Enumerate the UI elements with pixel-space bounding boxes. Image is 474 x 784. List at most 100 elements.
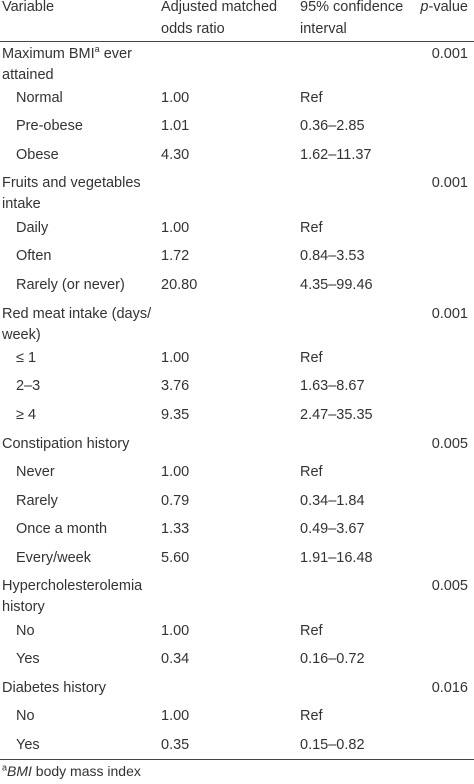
row-ci: 1.91–16.48: [300, 550, 373, 566]
row-label-sup: a: [94, 44, 100, 55]
row-ci: 1.63–8.67: [300, 378, 365, 394]
row-odds-ratio: 1.33: [161, 521, 190, 537]
row-label: No: [16, 621, 166, 642]
row-label: Rarely (or never): [16, 275, 166, 296]
row-p-value: 0.001: [431, 306, 468, 322]
row-label-text: Rarely: [16, 493, 58, 509]
row-label-text: Yes: [16, 737, 40, 753]
footnote-text: body mass index: [31, 763, 141, 779]
row-odds-ratio: 1.00: [161, 708, 190, 724]
row-ci: Ref: [300, 623, 323, 639]
row-odds-ratio: 4.30: [161, 147, 190, 163]
row-label-text: No: [16, 708, 35, 724]
row-label: 2–3: [16, 376, 166, 397]
row-label-text: Every/week: [16, 550, 91, 566]
row-label-text: Yes: [16, 651, 40, 667]
row-label: Obese: [16, 145, 166, 166]
row-label-text: Obese: [16, 147, 59, 163]
row-label: Yes: [16, 735, 166, 756]
row-ci: Ref: [300, 464, 323, 480]
header-p-italic: p: [420, 0, 429, 15]
row-label: Rarely: [16, 491, 166, 512]
row-label-text: Diabetes history: [2, 680, 106, 696]
row-odds-ratio: 0.35: [161, 737, 190, 753]
row-odds-ratio: 20.80: [161, 277, 198, 293]
row-label: Yes: [16, 649, 166, 670]
row-odds-ratio: 0.34: [161, 651, 190, 667]
row-odds-ratio: 1.72: [161, 248, 190, 264]
row-odds-ratio: 0.79: [161, 493, 190, 509]
row-ci: 0.16–0.72: [300, 651, 365, 667]
row-label: Red meat intake (days/ week): [2, 304, 152, 346]
row-p-value: 0.001: [431, 175, 468, 191]
row-ci: 1.62–11.37: [300, 147, 372, 163]
bottom-rule: [0, 759, 474, 760]
row-label: Often: [16, 246, 166, 267]
header-ci: 95% confidence interval: [300, 0, 404, 37]
header-variable: Variable: [2, 0, 55, 15]
row-ci: Ref: [300, 350, 323, 366]
row-odds-ratio: 1.01: [161, 118, 190, 134]
row-label-text: Normal: [16, 90, 63, 106]
row-ci: 0.15–0.82: [300, 737, 365, 753]
footnote-marker: a: [2, 762, 8, 773]
row-label: Pre-obese: [16, 116, 166, 137]
row-label: No: [16, 706, 166, 727]
row-ci: Ref: [300, 708, 323, 724]
row-label: Normal: [16, 88, 166, 109]
row-label: Hypercholesterolemia history: [2, 576, 152, 618]
row-label: Fruits and vegetables intake: [2, 173, 152, 215]
row-ci: 0.34–1.84: [300, 493, 365, 509]
footnote: aBMI body mass index: [2, 762, 141, 780]
row-ci: 0.49–3.67: [300, 521, 365, 537]
row-ci: 0.36–2.85: [300, 118, 365, 134]
row-label: Daily: [16, 218, 166, 239]
row-odds-ratio: 1.00: [161, 220, 190, 236]
row-ci: Ref: [300, 90, 323, 106]
row-label: ≤ 1: [16, 348, 166, 369]
row-label-text: Constipation history: [2, 436, 130, 452]
row-label-text: Never: [16, 464, 55, 480]
row-label-text: No: [16, 623, 35, 639]
row-label-text: Pre-obese: [16, 118, 83, 134]
row-label: Maximum BMIa ever attained: [2, 44, 152, 86]
row-label-text: Rarely (or never): [16, 277, 125, 293]
row-odds-ratio: 5.60: [161, 550, 190, 566]
header-rule: [0, 41, 474, 42]
header-p-rest: -value: [428, 0, 469, 15]
row-label: Constipation history: [2, 434, 152, 455]
row-label-text: ≥ 4: [16, 407, 37, 423]
row-odds-ratio: 3.76: [161, 378, 190, 394]
row-label-text: Once a month: [16, 521, 108, 537]
row-label-text: Hypercholesterolemia history: [2, 578, 143, 615]
row-label-text: 2–3: [16, 378, 41, 394]
row-ci: 0.84–3.53: [300, 248, 365, 264]
row-ci: 2.47–35.35: [300, 407, 373, 423]
row-ci: Ref: [300, 220, 323, 236]
row-label: Never: [16, 462, 166, 483]
row-label-text: Daily: [16, 220, 49, 236]
row-odds-ratio: 9.35: [161, 407, 190, 423]
row-label-text: Maximum BMI: [2, 46, 95, 62]
row-p-value: 0.016: [431, 680, 468, 696]
row-label: Diabetes history: [2, 678, 152, 699]
footnote-abbr: BMI: [7, 763, 32, 779]
row-label-rest: ever attained: [2, 46, 132, 83]
row-ci: 4.35–99.46: [300, 277, 373, 293]
row-odds-ratio: 1.00: [161, 90, 190, 106]
row-label-text: Fruits and vegetables intake: [2, 175, 141, 212]
row-odds-ratio: 1.00: [161, 350, 190, 366]
row-label-text: ≤ 1: [16, 350, 37, 366]
row-p-value: 0.001: [431, 46, 468, 62]
row-label: Every/week: [16, 548, 166, 569]
row-odds-ratio: 1.00: [161, 623, 190, 639]
row-p-value: 0.005: [431, 436, 468, 452]
row-label-text: Red meat intake (days/ week): [2, 306, 152, 343]
header-p-value: p-value: [420, 0, 468, 18]
row-label: ≥ 4: [16, 405, 166, 426]
header-odds-ratio: Adjusted matched odds ratio: [161, 0, 278, 37]
row-odds-ratio: 1.00: [161, 464, 190, 480]
row-p-value: 0.005: [431, 578, 468, 594]
row-label-text: Often: [16, 248, 52, 264]
